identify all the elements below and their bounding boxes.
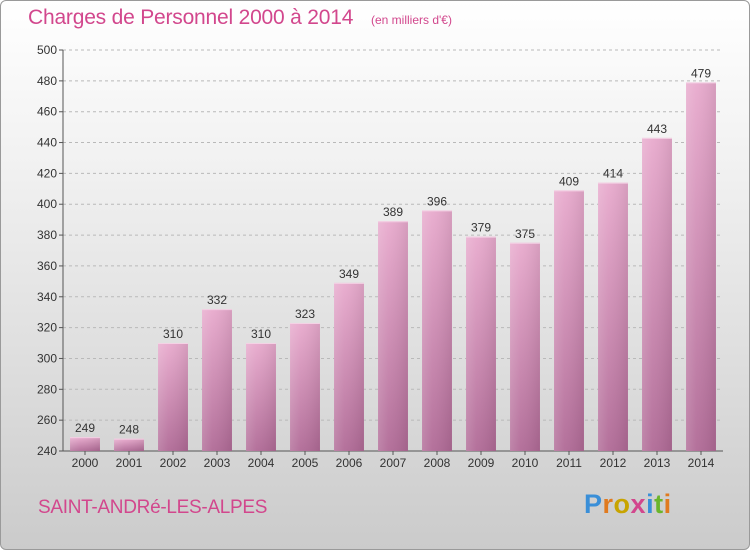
x-tick-label: 2010	[512, 456, 539, 470]
bar-shine	[642, 137, 672, 451]
chart-subtitle: (en milliers d'€)	[371, 13, 452, 27]
data-label: 323	[295, 307, 315, 321]
y-tick-label: 300	[37, 351, 57, 365]
y-tick-label: 240	[37, 444, 57, 458]
x-tick-label: 2002	[160, 456, 187, 470]
bar-shine	[422, 210, 452, 451]
bar-shine	[598, 182, 628, 451]
data-label: 396	[427, 194, 447, 208]
y-tick-label: 340	[37, 290, 57, 304]
logo-letter: i	[646, 489, 655, 519]
x-tick-label: 2006	[336, 456, 363, 470]
bar-shine	[70, 437, 100, 451]
y-tick-label: 480	[37, 74, 57, 88]
bar-shine	[466, 236, 496, 451]
bar-shine	[290, 322, 320, 451]
data-label: 479	[691, 66, 711, 80]
bar-shine	[554, 190, 584, 451]
data-label: 409	[559, 174, 579, 188]
bar-shine	[334, 282, 364, 451]
y-tick-label: 380	[37, 228, 57, 242]
data-label: 375	[515, 227, 535, 241]
x-tick-label: 2003	[204, 456, 231, 470]
bar-shine	[114, 438, 144, 451]
bar-shine	[158, 343, 188, 451]
logo-letter: r	[602, 489, 614, 519]
y-tick-label: 280	[37, 382, 57, 396]
y-tick-label: 460	[37, 105, 57, 119]
x-tick-label: 2008	[424, 456, 451, 470]
data-label: 332	[207, 293, 227, 307]
data-label: 389	[383, 205, 403, 219]
x-tick-label: 2004	[248, 456, 275, 470]
bar-shine	[510, 242, 540, 451]
x-tick-label: 2001	[116, 456, 143, 470]
bar-shine	[686, 82, 716, 451]
logo-letter: x	[630, 489, 647, 519]
x-tick-label: 2005	[292, 456, 319, 470]
data-label: 249	[75, 421, 95, 435]
y-tick-label: 400	[37, 197, 57, 211]
data-label: 414	[603, 167, 623, 181]
logo-letter: t	[654, 489, 664, 519]
x-tick-label: 2014	[688, 456, 715, 470]
commune-name: SAINT-ANDRé-LES-ALPES	[38, 497, 268, 518]
x-tick-label: 2000	[72, 456, 99, 470]
x-tick-label: 2007	[380, 456, 407, 470]
data-label: 310	[163, 327, 183, 341]
x-tick-label: 2012	[600, 456, 627, 470]
data-label: 248	[119, 423, 139, 437]
bar-shine	[202, 309, 232, 451]
data-label: 310	[251, 327, 271, 341]
bar-shine	[378, 221, 408, 451]
x-tick-label: 2011	[556, 456, 582, 470]
data-label: 443	[647, 122, 667, 136]
y-tick-label: 360	[37, 259, 57, 273]
x-tick-label: 2013	[644, 456, 671, 470]
logo-letter: P	[584, 489, 603, 519]
data-label: 379	[471, 221, 491, 235]
proxiti-logo[interactable]: Proxiti	[584, 489, 672, 520]
y-tick-label: 320	[37, 321, 57, 335]
chart-title: Charges de Personnel 2000 à 2014	[28, 6, 354, 29]
logo-letter: i	[663, 489, 672, 519]
y-tick-label: 440	[37, 136, 57, 150]
data-label: 349	[339, 267, 359, 281]
y-tick-label: 500	[37, 43, 57, 57]
bar-shine	[246, 343, 276, 451]
y-tick-label: 260	[37, 413, 57, 427]
logo-letter: o	[613, 489, 631, 519]
y-tick-label: 420	[37, 166, 57, 180]
x-tick-label: 2009	[468, 456, 495, 470]
